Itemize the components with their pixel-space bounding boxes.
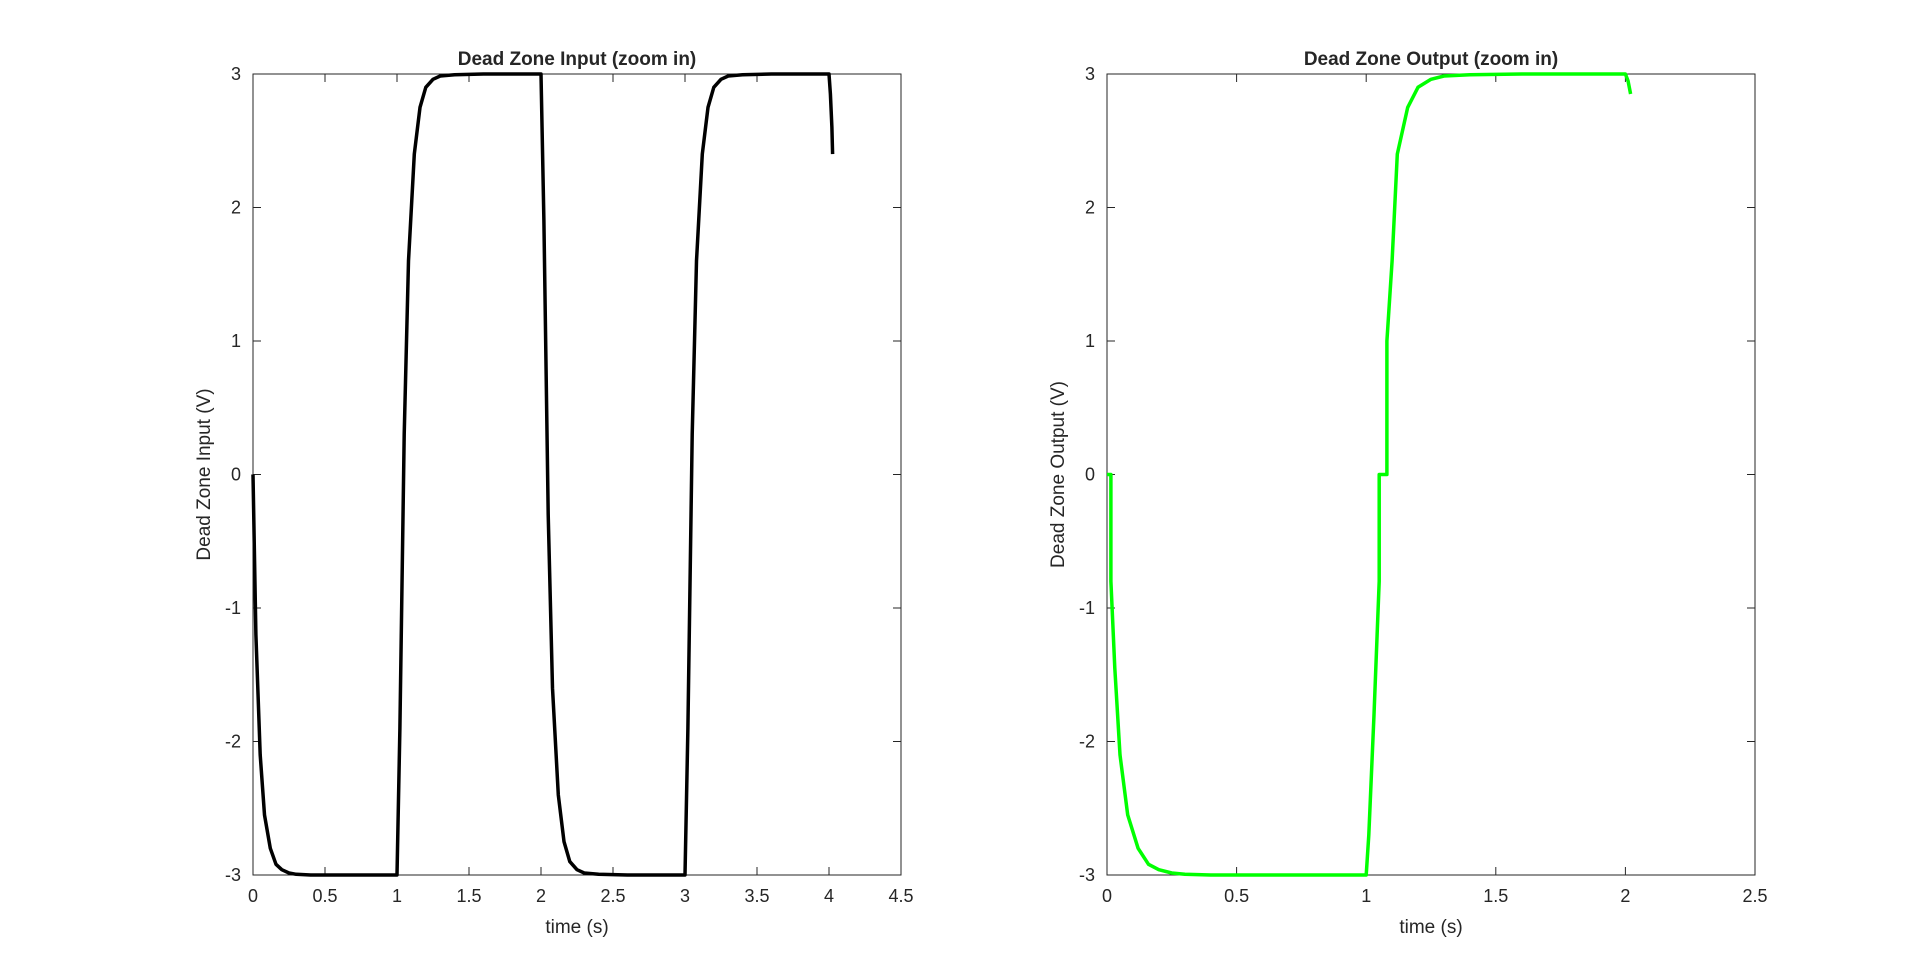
- output-chart-x-tick-label: 2.5: [1742, 886, 1767, 906]
- output-chart-y-tick-label: 3: [1085, 64, 1095, 84]
- input-chart-y-axis-label: Dead Zone Input (V): [194, 388, 215, 560]
- output-chart-y-tick-label: 1: [1085, 331, 1095, 351]
- output-chart-y-tick-label: 0: [1085, 465, 1095, 485]
- input-chart-x-tick-label: 1: [392, 886, 402, 906]
- output-chart-x-tick-label: 0.5: [1224, 886, 1249, 906]
- output-chart-x-tick-label: 2: [1620, 886, 1630, 906]
- input-chart-y-tick-label: 0: [231, 465, 241, 485]
- output-chart-x-tick-label: 1.5: [1483, 886, 1508, 906]
- input-chart-plot-area: [253, 74, 901, 875]
- output-chart-x-tick-label: 1: [1361, 886, 1371, 906]
- output-chart-x-tick-label: 0: [1102, 886, 1112, 906]
- output-chart-title: Dead Zone Output (zoom in): [1304, 49, 1558, 70]
- input-chart-y-tick-label: -3: [225, 865, 241, 885]
- input-chart-y-tick-label: -2: [225, 732, 241, 752]
- output-chart-y-tick-label: -2: [1079, 732, 1095, 752]
- output-chart-x-axis-label: time (s): [1399, 917, 1462, 938]
- output-chart-y-tick-label: 2: [1085, 198, 1095, 218]
- output-chart-y-tick-label: -1: [1079, 598, 1095, 618]
- output-chart-plot-area: [1107, 74, 1755, 875]
- input-chart-x-tick-label: 2.5: [600, 886, 625, 906]
- input-chart-x-tick-label: 3.5: [744, 886, 769, 906]
- input-chart-x-tick-label: 4.5: [888, 886, 913, 906]
- input-chart-y-tick-label: 1: [231, 331, 241, 351]
- input-chart-x-tick-label: 0.5: [312, 886, 337, 906]
- input-chart-y-tick-label: 3: [231, 64, 241, 84]
- output-chart-y-axis-label: Dead Zone Output (V): [1048, 381, 1069, 568]
- input-chart-x-tick-label: 4: [824, 886, 834, 906]
- input-chart-x-tick-label: 0: [248, 886, 258, 906]
- input-chart-x-tick-label: 3: [680, 886, 690, 906]
- input-chart-title: Dead Zone Input (zoom in): [458, 49, 697, 70]
- output-chart-y-tick-label: -3: [1079, 865, 1095, 885]
- input-chart-y-tick-label: 2: [231, 198, 241, 218]
- input-chart-x-axis-label: time (s): [545, 917, 608, 938]
- input-chart-y-tick-label: -1: [225, 598, 241, 618]
- input-chart-x-tick-label: 2: [536, 886, 546, 906]
- input-chart-x-tick-label: 1.5: [456, 886, 481, 906]
- input-chart-panel: 0 0.5 1 1.5 2 2.5 3 3.5 4 4.5 -3 -2 -1 0 1 2 3 Dead Zone…: [194, 49, 914, 938]
- output-chart-panel: 0 0.5 1 1.5 2 2.5 -3 -2 -1 0 1 2 3 Dead Zone Output …: [1048, 49, 1768, 938]
